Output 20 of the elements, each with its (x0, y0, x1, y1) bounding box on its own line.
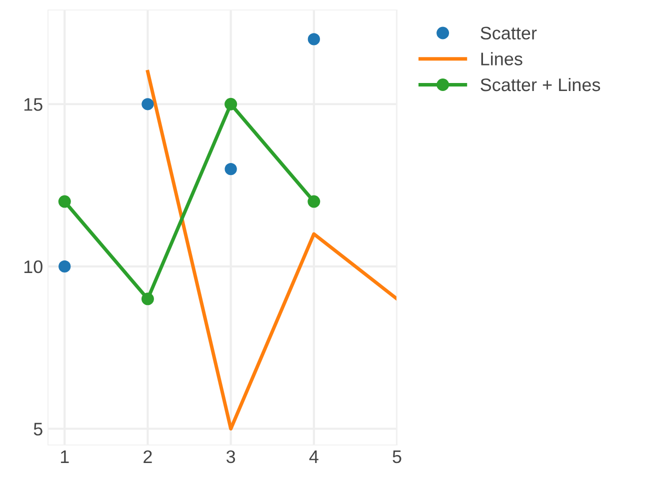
point (308, 195, 320, 208)
x-tick-label: 2 (144, 450, 152, 463)
y-tick-label: 15 (24, 98, 42, 111)
line-series (146, 70, 397, 431)
legend-label: Scatter + Lines (480, 78, 600, 92)
point (224, 98, 238, 110)
x-tick-label: 5 (392, 450, 402, 464)
legend-label: Lines (481, 52, 522, 66)
point (224, 162, 237, 176)
point (308, 33, 320, 46)
point (142, 98, 154, 110)
point (141, 292, 154, 306)
y-tick-label: 5 (34, 422, 42, 436)
x-tick-label: 1 (60, 450, 69, 463)
y-tick-label: 10 (24, 260, 42, 274)
legend-label: Scatter (480, 26, 537, 40)
point (58, 195, 71, 208)
x-tick-label: 4 (309, 450, 318, 463)
point (58, 260, 71, 273)
x-tick-label: 3 (226, 450, 236, 464)
